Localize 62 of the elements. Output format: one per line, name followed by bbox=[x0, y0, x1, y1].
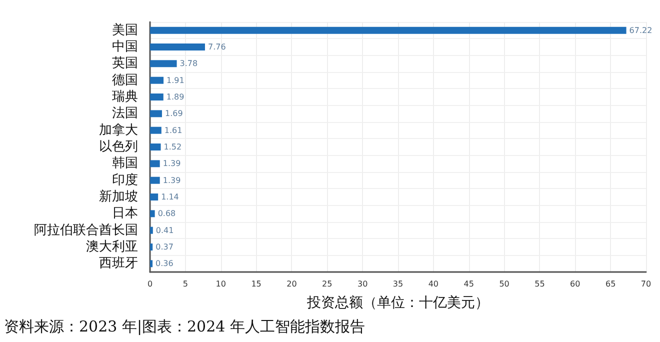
y-tick-label: 韩国 bbox=[112, 156, 138, 172]
y-tick-label: 新加坡 bbox=[99, 190, 138, 204]
data-label: 0.41 bbox=[156, 226, 174, 235]
bar bbox=[150, 176, 160, 184]
y-tick-label: 加拿大 bbox=[99, 122, 138, 138]
data-label: 1.39 bbox=[162, 159, 181, 168]
y-tick-label: 德国 bbox=[112, 72, 138, 88]
x-tick-label: 40 bbox=[428, 280, 439, 288]
x-tick-label: 45 bbox=[464, 280, 474, 288]
data-label: 0.37 bbox=[156, 242, 174, 252]
data-label: 1.52 bbox=[164, 142, 182, 152]
x-tick-label: 5 bbox=[182, 280, 188, 288]
bar bbox=[150, 76, 164, 84]
data-label: 1.91 bbox=[166, 76, 184, 85]
bar bbox=[150, 210, 155, 218]
x-tick-label: 20 bbox=[286, 280, 297, 288]
y-tick-label: 日本 bbox=[112, 206, 138, 222]
data-label: 7.76 bbox=[208, 42, 226, 52]
bar bbox=[150, 110, 162, 118]
y-tick-label: 西班牙 bbox=[99, 256, 138, 272]
y-tick-label: 中国 bbox=[112, 40, 138, 54]
data-label: 1.39 bbox=[162, 176, 181, 185]
data-label: 1.61 bbox=[164, 126, 182, 135]
x-tick-label: 10 bbox=[216, 280, 226, 288]
data-label: 3.78 bbox=[180, 59, 198, 68]
x-tick-label: 60 bbox=[570, 280, 580, 288]
y-tick-label: 英国 bbox=[112, 56, 138, 72]
y-tick-label: 以色列 bbox=[99, 140, 138, 154]
x-tick-label: 25 bbox=[322, 280, 332, 288]
x-tick-label: 35 bbox=[392, 280, 404, 288]
y-tick-label: 澳大利亚 bbox=[86, 240, 138, 254]
data-label: 1.14 bbox=[161, 192, 179, 202]
bar bbox=[150, 60, 177, 68]
bar bbox=[150, 160, 160, 168]
x-tick-label: 65 bbox=[605, 280, 616, 288]
x-tick-label: 30 bbox=[357, 280, 368, 288]
data-label: 67.22 bbox=[629, 26, 652, 35]
x-tick-label: 0 bbox=[147, 280, 153, 288]
data-label: 0.68 bbox=[158, 209, 176, 218]
x-axis-title: 投资总额（单位：十亿美元） bbox=[306, 295, 489, 311]
x-tick-label: 70 bbox=[640, 280, 652, 288]
data-label: 0.36 bbox=[156, 259, 174, 268]
bar bbox=[150, 26, 626, 34]
bar bbox=[150, 260, 153, 268]
bar bbox=[150, 126, 162, 134]
x-tick-label: 15 bbox=[251, 280, 262, 288]
data-label: 1.69 bbox=[164, 109, 183, 118]
text: 资料来源：2023 年|图表：2024 年人工智能指数报告 bbox=[4, 318, 365, 336]
y-tick-label: 瑞典 bbox=[112, 90, 138, 104]
y-tick-label: 印度 bbox=[112, 172, 138, 188]
data-label: 1.89 bbox=[166, 92, 184, 102]
bar bbox=[150, 44, 205, 50]
bar bbox=[150, 244, 153, 250]
x-tick-label: 55 bbox=[534, 280, 545, 288]
bar bbox=[150, 194, 158, 200]
x-tick-label: 50 bbox=[499, 280, 510, 288]
bar bbox=[150, 226, 153, 234]
bar bbox=[150, 94, 164, 100]
y-tick-label: 阿拉伯联合酋长国 bbox=[34, 222, 138, 238]
bar bbox=[150, 144, 161, 150]
y-tick-label: 美国 bbox=[112, 22, 138, 38]
y-tick-label: 法国 bbox=[112, 106, 138, 122]
